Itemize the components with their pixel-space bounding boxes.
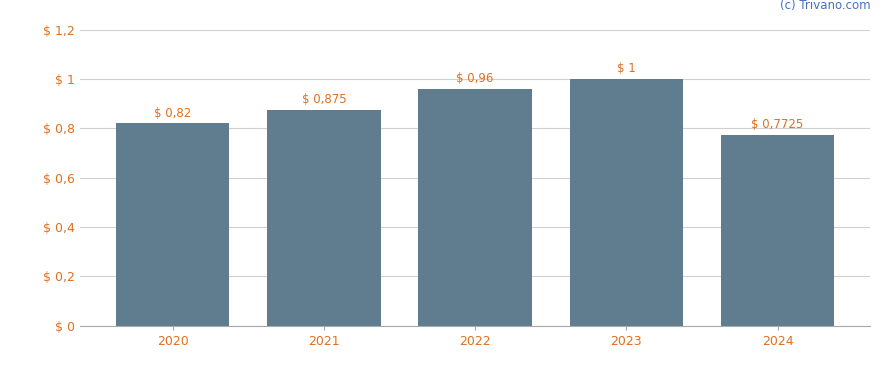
Bar [267, 110, 381, 326]
Bar [418, 89, 532, 326]
Bar [569, 79, 683, 326]
Bar [115, 123, 229, 326]
Text: $ 0,7725: $ 0,7725 [751, 118, 804, 131]
Text: $ 0,96: $ 0,96 [456, 72, 494, 85]
Text: $ 1: $ 1 [617, 62, 636, 75]
Text: $ 0,875: $ 0,875 [302, 93, 346, 106]
Text: $ 0,82: $ 0,82 [154, 107, 191, 120]
Bar [721, 135, 835, 326]
Text: (c) Trivano.com: (c) Trivano.com [780, 0, 870, 12]
